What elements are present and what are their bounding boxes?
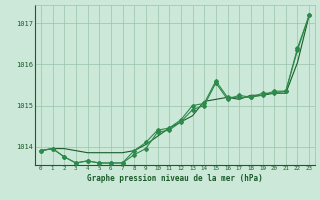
X-axis label: Graphe pression niveau de la mer (hPa): Graphe pression niveau de la mer (hPa) [87,174,263,183]
